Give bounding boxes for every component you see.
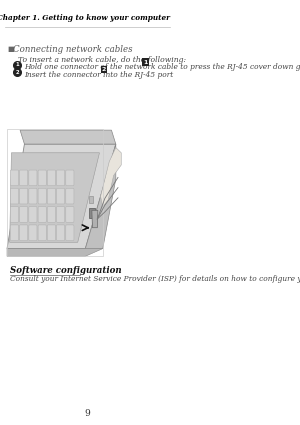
FancyBboxPatch shape: [20, 188, 28, 204]
FancyBboxPatch shape: [38, 225, 46, 241]
Text: 2: 2: [102, 67, 106, 72]
FancyBboxPatch shape: [11, 207, 19, 222]
FancyBboxPatch shape: [47, 207, 56, 222]
FancyBboxPatch shape: [38, 170, 46, 186]
Polygon shape: [92, 210, 98, 228]
Text: Consult your Internet Service Provider (ISP) for details on how to configure you: Consult your Internet Service Provider (…: [10, 275, 300, 283]
FancyBboxPatch shape: [11, 225, 19, 241]
FancyBboxPatch shape: [20, 170, 28, 186]
Polygon shape: [85, 144, 116, 249]
Polygon shape: [10, 153, 100, 242]
FancyBboxPatch shape: [57, 225, 65, 241]
Text: Insert the connector into the RJ-45 port: Insert the connector into the RJ-45 port: [24, 71, 173, 79]
FancyBboxPatch shape: [29, 170, 37, 186]
Text: Chapter 1. Getting to know your computer: Chapter 1. Getting to know your computer: [0, 14, 170, 22]
FancyBboxPatch shape: [47, 188, 56, 204]
FancyBboxPatch shape: [29, 207, 37, 222]
Polygon shape: [7, 249, 103, 256]
FancyBboxPatch shape: [47, 170, 56, 186]
Text: Hold one connector of the network cable to press the RJ-45 cover down gently: Hold one connector of the network cable …: [24, 63, 300, 71]
Text: Software configuration: Software configuration: [10, 266, 121, 275]
FancyBboxPatch shape: [57, 188, 65, 204]
FancyBboxPatch shape: [38, 207, 46, 222]
Text: 1: 1: [143, 60, 148, 65]
FancyBboxPatch shape: [11, 188, 19, 204]
Text: To insert a network cable, do the following:: To insert a network cable, do the follow…: [18, 56, 187, 64]
Text: Connecting network cables: Connecting network cables: [13, 45, 133, 54]
FancyBboxPatch shape: [11, 170, 19, 186]
FancyBboxPatch shape: [66, 207, 74, 222]
FancyBboxPatch shape: [57, 170, 65, 186]
FancyBboxPatch shape: [29, 225, 37, 241]
Polygon shape: [100, 147, 121, 207]
FancyBboxPatch shape: [66, 225, 74, 241]
Polygon shape: [89, 196, 93, 203]
FancyBboxPatch shape: [38, 188, 46, 204]
FancyBboxPatch shape: [66, 170, 74, 186]
Text: 1: 1: [15, 62, 19, 67]
Polygon shape: [20, 130, 116, 144]
FancyBboxPatch shape: [29, 188, 37, 204]
FancyBboxPatch shape: [57, 207, 65, 222]
FancyBboxPatch shape: [47, 225, 56, 241]
Polygon shape: [7, 144, 116, 249]
FancyBboxPatch shape: [20, 225, 28, 241]
FancyBboxPatch shape: [20, 207, 28, 222]
Text: 9: 9: [85, 409, 91, 418]
Text: 2: 2: [15, 70, 19, 75]
FancyBboxPatch shape: [66, 188, 74, 204]
FancyBboxPatch shape: [89, 208, 94, 218]
Bar: [7, 129, 103, 256]
Text: ■: ■: [8, 45, 14, 54]
